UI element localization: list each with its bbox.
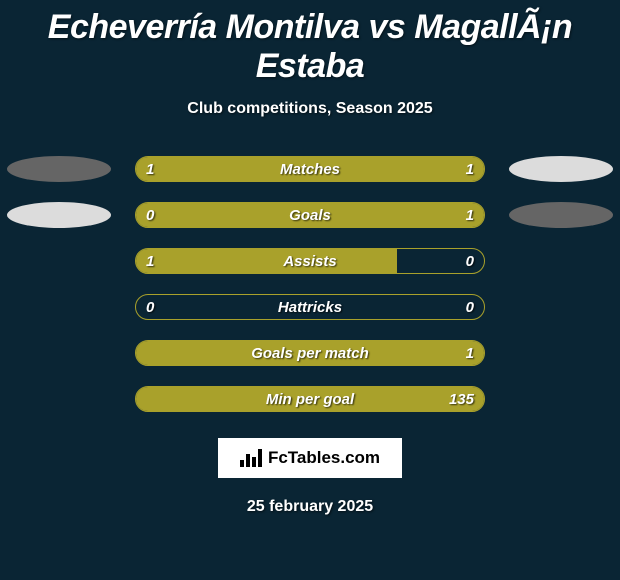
stat-bar: Goals per match1 [135,340,485,366]
bar-chart-icon [240,449,262,467]
bar-right-fill [136,295,484,319]
stat-bar: Assists10 [135,248,485,274]
left-ellipse [7,202,111,228]
page-title: Echeverría Montilva vs MagallÃ¡n Estaba [0,8,620,86]
stat-row: Goals01 [0,202,620,228]
bar-left-fill [136,249,397,273]
bar-left-fill [136,157,310,181]
stat-bar: Matches11 [135,156,485,182]
bar-left-fill [136,341,484,365]
bar-left-fill [136,387,484,411]
stat-bar: Min per goal135 [135,386,485,412]
stat-row: Min per goal135 [0,386,620,412]
left-ellipse [7,156,111,182]
stats-area: Matches11 Goals01 Assists10 Hattricks00 Goal… [0,156,620,432]
stat-bar: Hattricks00 [135,294,485,320]
stat-row: Assists10 [0,248,620,274]
stat-row: Hattricks00 [0,294,620,320]
stat-row: Goals per match1 [0,340,620,366]
stat-bar: Goals01 [135,202,485,228]
bar-right-fill [310,157,484,181]
right-ellipse [509,156,613,182]
subtitle: Club competitions, Season 2025 [187,100,432,118]
source-badge: FcTables.com [218,438,402,478]
bar-right-fill [199,203,484,227]
stat-row: Matches11 [0,156,620,182]
bar-right-fill [397,249,484,273]
bar-left-fill [136,203,199,227]
comparison-infographic: Echeverría Montilva vs MagallÃ¡n Estaba … [0,0,620,516]
right-ellipse [509,202,613,228]
badge-text: FcTables.com [268,448,380,468]
date-text: 25 february 2025 [247,498,373,516]
